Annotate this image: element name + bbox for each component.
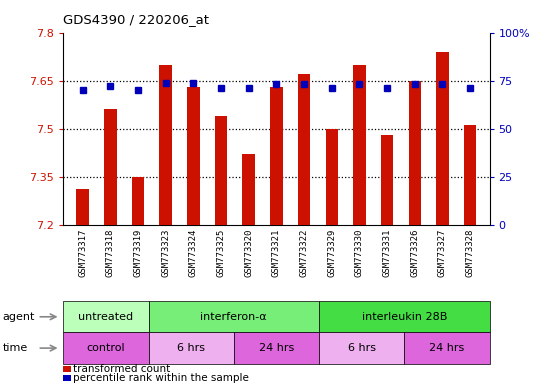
Bar xyxy=(63,301,148,332)
Text: GSM773322: GSM773322 xyxy=(300,228,309,277)
Text: GSM773331: GSM773331 xyxy=(383,228,392,277)
Text: 6 hrs: 6 hrs xyxy=(348,343,376,353)
Bar xyxy=(76,189,89,225)
Bar xyxy=(353,65,366,225)
Text: 24 hrs: 24 hrs xyxy=(429,343,465,353)
Text: GSM773329: GSM773329 xyxy=(327,228,336,277)
Text: GSM773319: GSM773319 xyxy=(134,228,142,277)
Text: GSM773326: GSM773326 xyxy=(410,228,419,277)
Text: 6 hrs: 6 hrs xyxy=(177,343,205,353)
Text: 24 hrs: 24 hrs xyxy=(258,343,294,353)
Text: GSM773321: GSM773321 xyxy=(272,228,281,277)
Text: GSM773317: GSM773317 xyxy=(78,228,87,277)
Bar xyxy=(234,332,319,364)
Bar xyxy=(381,135,393,225)
Text: GSM773330: GSM773330 xyxy=(355,228,364,277)
Text: interferon-α: interferon-α xyxy=(200,312,267,322)
Text: GDS4390 / 220206_at: GDS4390 / 220206_at xyxy=(63,13,209,26)
Bar xyxy=(319,332,404,364)
Bar xyxy=(243,154,255,225)
Bar xyxy=(160,65,172,225)
Text: GSM773323: GSM773323 xyxy=(161,228,170,277)
Bar xyxy=(319,301,490,332)
Text: GSM773327: GSM773327 xyxy=(438,228,447,277)
Text: percentile rank within the sample: percentile rank within the sample xyxy=(73,373,249,383)
Bar xyxy=(148,301,319,332)
Bar xyxy=(326,129,338,225)
Bar xyxy=(104,109,117,225)
Bar xyxy=(215,116,227,225)
Text: GSM773320: GSM773320 xyxy=(244,228,253,277)
Text: time: time xyxy=(3,343,28,353)
Text: GSM773325: GSM773325 xyxy=(217,228,226,277)
Bar xyxy=(298,74,310,225)
Bar xyxy=(464,126,476,225)
Text: untreated: untreated xyxy=(78,312,134,322)
Bar xyxy=(404,332,490,364)
Text: interleukin 28B: interleukin 28B xyxy=(361,312,447,322)
Bar xyxy=(436,52,449,225)
Bar xyxy=(63,332,148,364)
Bar xyxy=(132,177,144,225)
Text: GSM773328: GSM773328 xyxy=(466,228,475,277)
Bar xyxy=(409,81,421,225)
Bar xyxy=(148,332,234,364)
Text: GSM773324: GSM773324 xyxy=(189,228,198,277)
Text: transformed count: transformed count xyxy=(73,364,170,374)
Text: control: control xyxy=(86,343,125,353)
Bar xyxy=(270,87,283,225)
Text: GSM773318: GSM773318 xyxy=(106,228,115,277)
Bar xyxy=(187,87,200,225)
Text: agent: agent xyxy=(3,312,35,322)
